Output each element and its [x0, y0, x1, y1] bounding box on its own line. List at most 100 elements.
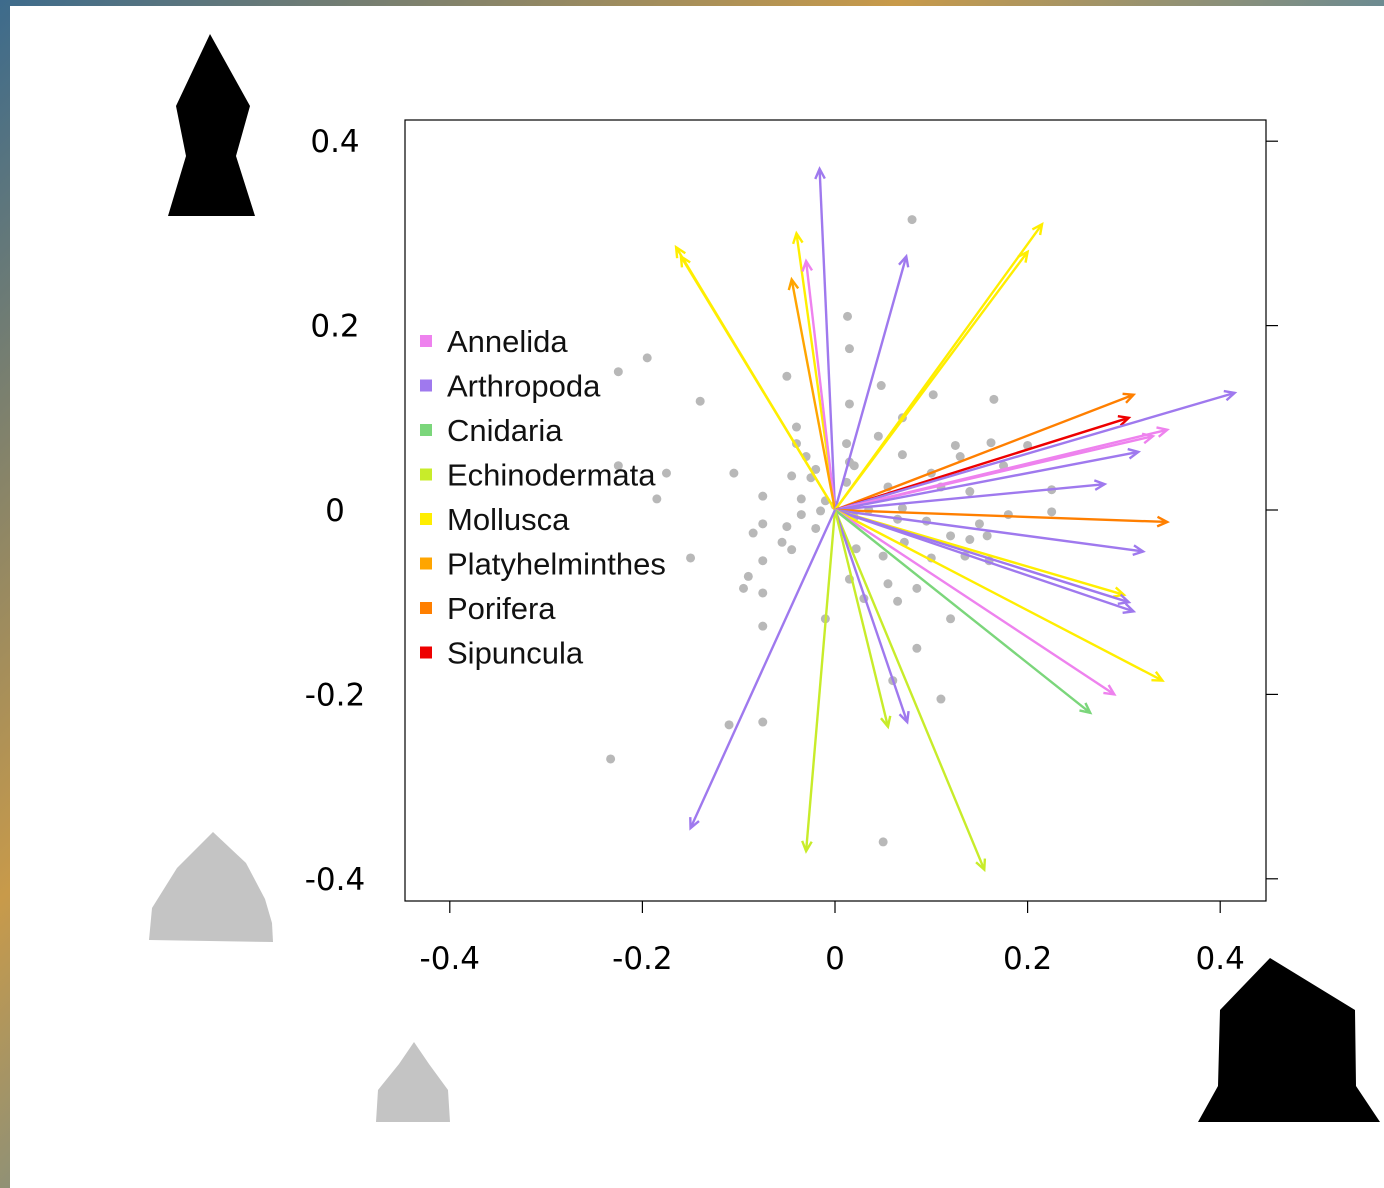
- site-point: [974, 519, 984, 529]
- vector-arrowhead: [1132, 544, 1146, 557]
- site-point: [613, 367, 623, 377]
- species-vector: [834, 392, 1137, 512]
- site-point: [849, 461, 859, 471]
- vector-line: [834, 508, 1168, 524]
- legend-swatch: [420, 513, 432, 525]
- vector-arrowhead: [1122, 602, 1137, 614]
- legend-swatch: [420, 602, 432, 614]
- vector-arrowhead: [689, 817, 700, 831]
- vector-line: [833, 509, 890, 727]
- site-point: [873, 431, 883, 441]
- legend-swatch: [420, 646, 432, 659]
- site-point: [758, 519, 768, 529]
- vector-line: [834, 509, 1091, 714]
- species-vector: [833, 509, 910, 725]
- species-vector: [833, 509, 987, 873]
- vector-line: [834, 508, 1144, 553]
- vector-line: [834, 435, 1154, 512]
- site-point: [965, 487, 975, 497]
- site-point: [782, 371, 792, 381]
- vector-arrowhead: [898, 710, 910, 725]
- vector-arrowhead: [880, 715, 892, 730]
- small-mound-icon: [376, 1042, 450, 1122]
- species-vector: [834, 479, 1108, 512]
- species-vector: [801, 509, 837, 854]
- vector-arrowhead: [1156, 515, 1170, 528]
- site-point: [936, 694, 946, 704]
- vector-arrowhead: [1117, 593, 1132, 605]
- species-vector: [834, 508, 1146, 557]
- vector-arrowhead: [1223, 389, 1238, 402]
- x-tick-label: 0.2: [1003, 941, 1052, 977]
- vector-line: [834, 450, 1139, 512]
- mound-icon: [149, 832, 273, 942]
- vector-line: [833, 256, 908, 511]
- legend-label: Echinodermata: [447, 458, 656, 493]
- species-vector: [814, 166, 837, 511]
- species-vector: [689, 509, 837, 831]
- legend-swatch: [420, 335, 432, 347]
- vector-line: [833, 509, 986, 871]
- site-point: [950, 440, 960, 450]
- site-point: [989, 394, 999, 404]
- species-vector: [834, 447, 1142, 512]
- legend-swatch: [420, 424, 432, 436]
- vector-arrowhead: [674, 244, 686, 259]
- vector-line: [804, 509, 837, 852]
- species-vector: [834, 508, 1117, 696]
- species-vector: [833, 509, 892, 730]
- vector-arrowhead: [1122, 392, 1137, 404]
- legend-label: Mollusca: [447, 502, 570, 537]
- site-point: [893, 596, 903, 606]
- y-tick-label: 0.2: [310, 309, 359, 345]
- site-point: [739, 583, 749, 593]
- site-point: [652, 494, 662, 504]
- site-point: [796, 510, 806, 520]
- vector-line: [689, 509, 837, 829]
- site-point: [796, 494, 806, 504]
- site-point: [842, 439, 852, 449]
- vector-arrowhead: [1156, 426, 1170, 438]
- site-point: [642, 353, 652, 363]
- legend-swatch: [420, 379, 432, 392]
- species-vector: [834, 508, 1170, 528]
- site-point: [851, 544, 861, 554]
- y-tick-label: -0.2: [305, 677, 366, 713]
- vector-arrowhead: [801, 840, 813, 854]
- site-point: [955, 452, 965, 462]
- site-point: [928, 390, 938, 400]
- x-tick-label: -0.4: [420, 941, 481, 977]
- site-point: [907, 215, 917, 225]
- ordination-chart: -0.4 -0.2 0 0.2 0.4 0.4 0.2 0 -0.2 -0.4 Annelida A…: [149, 34, 1380, 1122]
- site-point: [758, 588, 768, 598]
- legend-item: Mollusca: [420, 502, 570, 537]
- site-point: [758, 556, 768, 566]
- vector-line: [818, 168, 837, 511]
- x-tick-label: 0.4: [1196, 941, 1245, 977]
- vector-line: [834, 393, 1134, 512]
- legend-item: Annelida: [420, 324, 568, 359]
- vector-arrowhead: [801, 258, 814, 272]
- vector-arrowhead: [1127, 447, 1142, 460]
- x-tick-label: -0.2: [612, 941, 673, 977]
- site-point: [695, 396, 705, 406]
- vector-arrowhead: [1017, 249, 1030, 263]
- site-point: [1047, 507, 1057, 517]
- species-vector: [834, 249, 1030, 511]
- y-tick-label: 0.4: [310, 124, 359, 160]
- species-vector: [834, 432, 1156, 512]
- site-point: [946, 531, 956, 541]
- site-point: [743, 571, 753, 581]
- species-vector: [833, 253, 910, 511]
- site-point: [1003, 510, 1013, 520]
- species-vector: [834, 389, 1238, 512]
- vector-line: [834, 508, 1115, 696]
- site-point: [791, 422, 801, 432]
- vector-arrowhead: [1031, 221, 1044, 236]
- vector-line: [790, 279, 837, 511]
- vector-line: [834, 482, 1105, 512]
- legend-label: Annelida: [447, 324, 568, 359]
- site-point: [878, 551, 888, 561]
- site-point: [843, 311, 853, 321]
- site-point: [965, 535, 975, 545]
